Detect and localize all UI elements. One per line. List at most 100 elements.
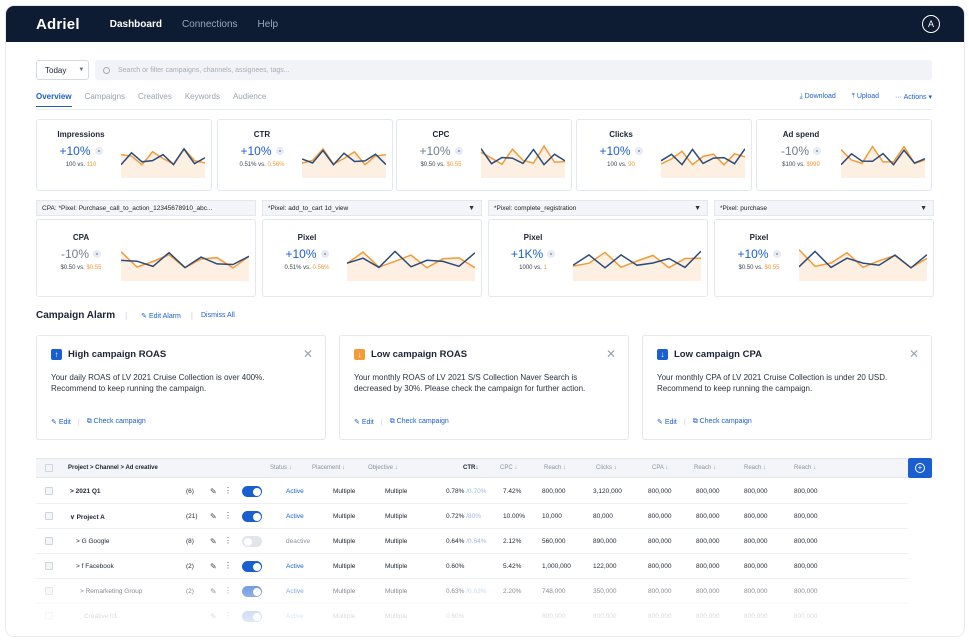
row-checkbox[interactable] xyxy=(45,562,53,570)
check-campaign-button[interactable]: ⧉ Check campaign xyxy=(87,418,146,426)
status-toggle[interactable] xyxy=(242,586,262,597)
info-icon[interactable] xyxy=(772,250,781,258)
info-icon[interactable] xyxy=(813,147,821,155)
pixel-select[interactable]: *Pixel: complete_registration ▼ xyxy=(488,200,708,216)
nav-connections[interactable]: Connections xyxy=(181,18,238,30)
more-vertical-icon[interactable]: ⋮ xyxy=(224,511,232,520)
actions-menu-button[interactable]: ··· Actions ▾ xyxy=(895,93,932,101)
pencil-icon[interactable]: ✎ xyxy=(210,562,217,571)
col-ctr[interactable]: CTR↓ xyxy=(463,465,479,471)
col-cpa[interactable]: CPA ↓ xyxy=(652,465,669,471)
row-name[interactable]: Creative 01 xyxy=(84,613,117,620)
edit-alarm-button[interactable]: ✎ Edit xyxy=(657,418,677,426)
user-avatar[interactable]: A xyxy=(922,15,940,33)
status-toggle[interactable] xyxy=(242,561,262,572)
metric-card[interactable]: CTR +10% 0.51% vs. 0.56% xyxy=(217,119,393,191)
expand-chevron-icon[interactable]: > f xyxy=(76,563,84,570)
col-clicks[interactable]: Clicks ↓ xyxy=(596,465,617,471)
table-row[interactable]: Creative 01 ✎ ⋮ Active Multiple Multiple… xyxy=(36,604,908,629)
pixel-select[interactable]: *Pixel: add_to_cart 1d_view ▼ xyxy=(262,200,482,216)
row-name[interactable]: > 2021 Q1 xyxy=(70,488,101,495)
row-name[interactable]: > f Facebook xyxy=(76,563,114,570)
col-reach-4[interactable]: Reach ↓ xyxy=(794,465,817,471)
metric-card[interactable]: Pixel +10% 0.51% vs. 0.56% xyxy=(262,219,482,297)
expand-chevron-icon[interactable]: > xyxy=(80,588,84,595)
pencil-icon[interactable]: ✎ xyxy=(210,512,217,521)
table-row[interactable]: ∨ Project A (21) ✎ ⋮ Active Multiple Mul… xyxy=(36,504,908,529)
table-row[interactable]: > 2021 Q1 (6) ✎ ⋮ Active Multiple Multip… xyxy=(36,479,908,504)
pencil-icon[interactable]: ✎ xyxy=(210,612,217,621)
metric-card[interactable]: CPA -10% $0.50 vs. $0.55 xyxy=(36,219,256,297)
expand-chevron-icon[interactable]: ∨ xyxy=(70,514,75,521)
row-name[interactable]: ∨ Project A xyxy=(70,513,105,521)
close-icon[interactable]: ✕ xyxy=(908,347,919,361)
info-icon[interactable] xyxy=(547,250,556,258)
download-button[interactable]: ⤓ Download xyxy=(800,93,836,101)
tab-campaigns[interactable]: Campaigns xyxy=(84,92,126,101)
metric-card[interactable]: CPC +10% $0.50 vs. $0.55 xyxy=(396,119,572,191)
row-checkbox[interactable] xyxy=(45,587,53,595)
row-checkbox[interactable] xyxy=(45,512,53,520)
nav-dashboard[interactable]: Dashboard xyxy=(109,18,162,30)
add-column-button[interactable]: + xyxy=(908,458,932,478)
check-campaign-button[interactable]: ⧉ Check campaign xyxy=(693,418,752,426)
info-icon[interactable] xyxy=(320,250,329,258)
select-all-checkbox[interactable] xyxy=(45,464,53,472)
metric-card[interactable]: Ad spend -10% $100 vs. $999 xyxy=(756,119,932,191)
metric-card[interactable]: Pixel +1K% 1000 vs. 1 xyxy=(488,219,708,297)
status-toggle[interactable] xyxy=(242,511,262,522)
metric-card[interactable]: Impressions +10% 100 vs. 110 xyxy=(36,119,212,191)
row-checkbox[interactable] xyxy=(45,487,53,495)
more-vertical-icon[interactable]: ⋮ xyxy=(224,536,232,545)
table-row[interactable]: > G Google (8) ✎ ⋮ deactive Multiple Mul… xyxy=(36,529,908,554)
info-icon[interactable] xyxy=(634,147,643,155)
col-name[interactable]: Project > Channel > Ad creative xyxy=(68,465,158,471)
row-name[interactable]: > Remarketing Group xyxy=(80,588,142,595)
more-vertical-icon[interactable]: ⋮ xyxy=(224,486,232,495)
adriel-logo[interactable]: Adriel xyxy=(36,15,80,33)
more-vertical-icon[interactable]: ⋮ xyxy=(224,561,232,570)
expand-chevron-icon[interactable]: > G xyxy=(76,538,87,545)
col-objective[interactable]: Objective ↓ xyxy=(368,465,398,471)
table-row[interactable]: > f Facebook (2) ✎ ⋮ Active Multiple Mul… xyxy=(36,554,908,579)
pencil-icon[interactable]: ✎ xyxy=(210,537,217,546)
pencil-icon[interactable]: ✎ xyxy=(210,487,217,496)
table-row[interactable]: > Remarketing Group (2) ✎ ⋮ Active Multi… xyxy=(36,579,908,604)
col-reach[interactable]: Reach ↓ xyxy=(544,465,567,471)
edit-alarm-link[interactable]: ✎ Edit Alarm xyxy=(141,312,181,320)
date-range-select[interactable]: Today ▼ xyxy=(36,60,89,80)
col-placement[interactable]: Placement ↓ xyxy=(312,465,346,471)
dismiss-all-link[interactable]: Dismiss All xyxy=(200,312,235,319)
row-name[interactable]: > G Google xyxy=(76,538,109,545)
info-icon[interactable] xyxy=(275,147,284,155)
status-toggle[interactable] xyxy=(242,536,262,547)
metric-card[interactable]: Clicks +10% 100 vs. 90 xyxy=(576,119,752,191)
search-input[interactable]: Search or filter campaigns, channels, as… xyxy=(95,60,932,80)
col-reach-3[interactable]: Reach ↓ xyxy=(744,465,767,471)
col-status[interactable]: Status ↓ xyxy=(270,465,292,471)
info-icon[interactable] xyxy=(94,147,103,155)
nav-help[interactable]: Help xyxy=(257,18,279,30)
status-toggle[interactable] xyxy=(242,486,262,497)
col-reach-2[interactable]: Reach ↓ xyxy=(694,465,717,471)
edit-alarm-button[interactable]: ✎ Edit xyxy=(354,418,374,426)
status-toggle[interactable] xyxy=(242,611,262,622)
upload-button[interactable]: ⤒ Upload xyxy=(852,93,879,101)
tab-overview[interactable]: Overview xyxy=(36,92,72,107)
row-checkbox[interactable] xyxy=(45,537,53,545)
col-cpc[interactable]: CPC ↓ xyxy=(500,465,518,471)
close-icon[interactable]: ✕ xyxy=(302,347,313,361)
pencil-icon[interactable]: ✎ xyxy=(210,587,217,596)
info-icon[interactable] xyxy=(454,147,463,155)
tab-creatives[interactable]: Creatives xyxy=(138,92,172,101)
info-icon[interactable] xyxy=(93,250,101,258)
tab-keywords[interactable]: Keywords xyxy=(184,92,220,101)
close-icon[interactable]: ✕ xyxy=(605,347,616,361)
tab-audience[interactable]: Audience xyxy=(232,92,267,101)
expand-chevron-icon[interactable]: > xyxy=(70,488,74,495)
edit-alarm-button[interactable]: ✎ Edit xyxy=(51,418,71,426)
pixel-select[interactable]: *Pixel: purchase ▼ xyxy=(714,200,934,216)
row-checkbox[interactable] xyxy=(45,612,53,620)
more-vertical-icon[interactable]: ⋮ xyxy=(224,586,232,595)
check-campaign-button[interactable]: ⧉ Check campaign xyxy=(390,418,449,426)
